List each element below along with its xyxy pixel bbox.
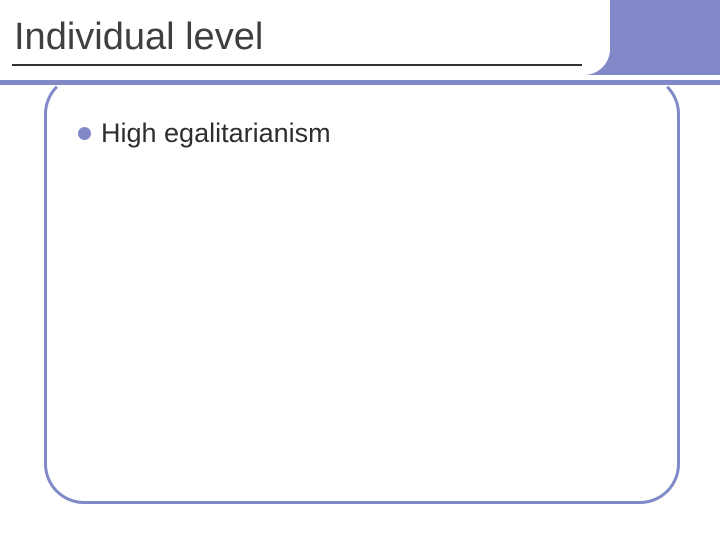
- bullet-item: High egalitarianism: [78, 118, 638, 149]
- bullet-list: High egalitarianism: [78, 118, 638, 157]
- title-underline: [12, 64, 582, 66]
- header-thin-stripe: [0, 80, 720, 85]
- bullet-dot-icon: [78, 127, 91, 140]
- slide: Individual level High egalitarianism: [0, 0, 720, 540]
- slide-title: Individual level: [14, 16, 263, 59]
- bullet-text: High egalitarianism: [101, 118, 331, 149]
